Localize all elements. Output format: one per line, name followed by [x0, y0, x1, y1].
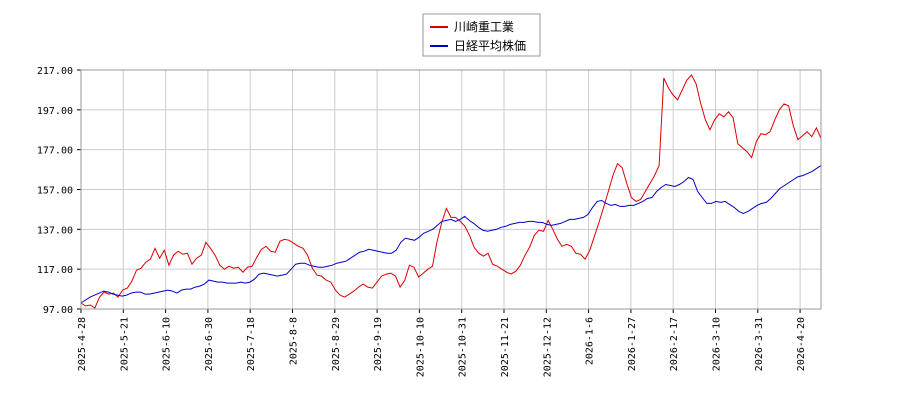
x-tick-label: 2025-5-21 — [119, 317, 130, 371]
y-tick-label: 197.00 — [37, 106, 73, 117]
y-tick-label: 137.00 — [37, 225, 73, 236]
series-line-0 — [80, 74, 822, 309]
x-tick-label: 2025-10-10 — [415, 317, 426, 377]
series-line-1 — [80, 165, 822, 304]
x-tick-label: 2025-4-28 — [77, 317, 88, 371]
x-tick-label: 2025-6-10 — [162, 317, 173, 371]
y-tick-label: 177.00 — [37, 146, 73, 157]
plot-frame — [80, 69, 822, 310]
grid — [77, 69, 821, 313]
x-tick-label: 2025-9-19 — [373, 317, 384, 371]
legend-box — [422, 13, 541, 57]
x-tick-label: 2026-2-17 — [669, 317, 680, 371]
x-axis-labels: 2025-4-28 2025-5-21 2025-6-10 2025-6-30 2025… — [77, 317, 807, 377]
series-layer — [80, 74, 822, 309]
x-tick-label: 2025-11-21 — [500, 317, 511, 377]
y-tick-label: 117.00 — [37, 265, 73, 276]
legend-label-1: 日経平均株価 — [454, 38, 526, 53]
x-tick-label: 2026-1-6 — [585, 317, 596, 365]
x-tick-label: 2025-8-8 — [289, 317, 300, 365]
legend-label-0: 川崎重工業 — [454, 20, 514, 34]
x-tick-label: 2025-6-30 — [204, 317, 215, 371]
x-tick-label: 2026-1-27 — [627, 317, 638, 371]
y-tick-label: 97.00 — [43, 305, 73, 316]
x-tick-label: 2025-12-12 — [542, 317, 553, 377]
x-tick-label: 2025-8-29 — [331, 317, 342, 371]
y-tick-label: 157.00 — [37, 186, 73, 197]
y-axis-labels: 217.00 197.00 177.00 157.00 137.00 117.00 97.0… — [37, 66, 73, 316]
x-tick-label: 2026-4-20 — [796, 317, 807, 371]
x-tick-label: 2025-10-31 — [458, 317, 469, 377]
y-tick-label: 217.00 — [37, 66, 73, 77]
x-tick-label: 2026-3-31 — [754, 317, 765, 371]
x-tick-label: 2026-3-10 — [712, 317, 723, 371]
x-tick-label: 2025-7-18 — [246, 317, 257, 371]
